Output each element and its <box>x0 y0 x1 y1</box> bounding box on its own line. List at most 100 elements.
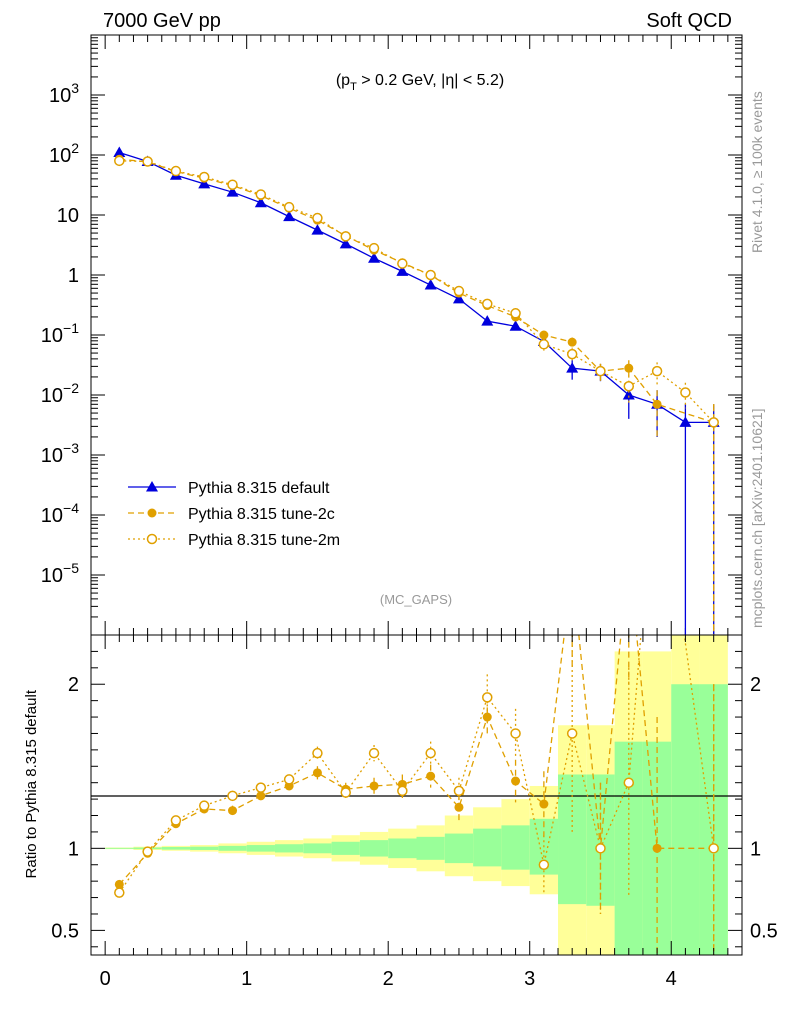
data-point <box>142 846 153 857</box>
data-point <box>538 339 550 350</box>
data-point <box>198 177 211 189</box>
band-green <box>218 845 247 851</box>
band-green <box>473 828 502 867</box>
data-point <box>652 843 662 853</box>
ratio-panel: 0.5 0.5 1 1 2 2 0 1 2 3 4 Ratio to Pythia 8.315 de… <box>23 548 778 990</box>
data-point <box>114 887 125 898</box>
band-green <box>359 840 389 857</box>
data-point <box>680 387 691 398</box>
legend-entry: Pythia 8.315 default <box>188 480 330 497</box>
data-point <box>397 258 408 269</box>
ratio-y-tick-label: 1 <box>68 838 79 860</box>
ratio-axis-ticks <box>91 635 742 955</box>
data-point <box>147 508 157 518</box>
band-green <box>416 836 445 860</box>
series-solid-triangle <box>113 146 720 635</box>
data-point <box>254 196 267 208</box>
data-point <box>255 782 267 793</box>
data-point <box>481 315 494 326</box>
data-point <box>566 362 579 373</box>
ratio-y-axis-label: Ratio to Pythia 8.315 default <box>23 689 40 878</box>
band-green <box>558 774 587 905</box>
ratio-uncertainty-bands <box>105 635 728 955</box>
main-axis-ticks <box>91 35 742 636</box>
ratio-y-tick-label: 0.5 <box>51 920 79 942</box>
y-tick-label: 103 <box>49 80 79 107</box>
y-tick-label: 10 <box>57 205 79 227</box>
y-tick-label: 10−5 <box>41 560 79 587</box>
data-point <box>624 548 633 557</box>
data-point <box>146 481 158 492</box>
data-point <box>340 231 351 242</box>
data-point <box>142 156 153 167</box>
y-tick-label: 102 <box>49 140 79 167</box>
data-point <box>566 728 578 739</box>
band-green <box>331 841 360 855</box>
data-point <box>283 774 295 785</box>
series-line <box>119 160 715 423</box>
cut-label: (pT > 0.2 GeV, |η| < 5.2) <box>336 72 504 93</box>
band-green <box>246 845 275 852</box>
data-point <box>283 210 296 222</box>
ratio-y-tick-label: 2 <box>68 674 79 696</box>
data-point <box>340 787 351 798</box>
x-tick-label: 2 <box>383 968 394 990</box>
ratio-tick-labels: 0.5 0.5 1 1 2 2 0 1 2 3 4 <box>51 674 778 990</box>
data-point <box>113 146 126 158</box>
x-tick-label: 0 <box>100 968 111 990</box>
data-point <box>226 186 239 197</box>
band-green <box>105 847 134 849</box>
data-point <box>453 785 465 797</box>
data-point <box>397 785 408 797</box>
band-green <box>614 741 643 955</box>
data-point <box>312 747 323 759</box>
data-point <box>170 165 182 177</box>
ratio-y-tick-label-right: 2 <box>750 674 761 696</box>
data-point <box>198 171 210 183</box>
data-point <box>114 155 125 167</box>
data-point <box>651 365 663 377</box>
data-point <box>311 224 324 235</box>
band-green <box>388 838 417 859</box>
data-point <box>114 879 124 889</box>
data-point <box>424 279 437 290</box>
data-point <box>624 363 634 373</box>
data-point <box>539 799 549 809</box>
data-point <box>482 712 492 722</box>
data-point <box>227 179 238 190</box>
data-point <box>255 189 267 200</box>
legend-entry: Pythia 8.315 tune-2m <box>188 532 340 549</box>
data-point <box>369 781 379 791</box>
band-green <box>671 684 700 955</box>
data-point <box>312 768 322 778</box>
data-point <box>227 790 238 802</box>
data-point <box>339 237 352 249</box>
ratio-y-tick-label-right: 0.5 <box>750 920 778 942</box>
data-point <box>568 565 577 574</box>
mcplots-label: mcplots.cern.ch [arXiv:2401.10621] <box>749 409 765 628</box>
rivet-label: Rivet 4.1.0, ≥ 100k events <box>749 91 765 253</box>
ratio-y-tick-label-right: 1 <box>750 838 761 860</box>
data-point <box>652 399 662 409</box>
data-point <box>283 201 295 213</box>
data-point <box>170 815 182 826</box>
data-point <box>368 242 380 254</box>
data-point <box>566 348 578 360</box>
data-point <box>511 776 521 786</box>
data-point <box>454 802 464 812</box>
band-green <box>190 846 219 850</box>
legend-entry: Pythia 8.315 tune-2c <box>188 506 335 523</box>
data-point <box>452 292 465 304</box>
ratio-series <box>114 548 719 955</box>
series-dotted-open-circle <box>114 155 719 635</box>
data-point <box>368 747 380 759</box>
data-point <box>708 843 719 854</box>
data-point <box>509 320 522 331</box>
data-point <box>538 859 550 870</box>
ratio-series-dotted-open-circle <box>114 635 719 955</box>
data-point <box>539 330 549 340</box>
data-point <box>425 747 436 759</box>
